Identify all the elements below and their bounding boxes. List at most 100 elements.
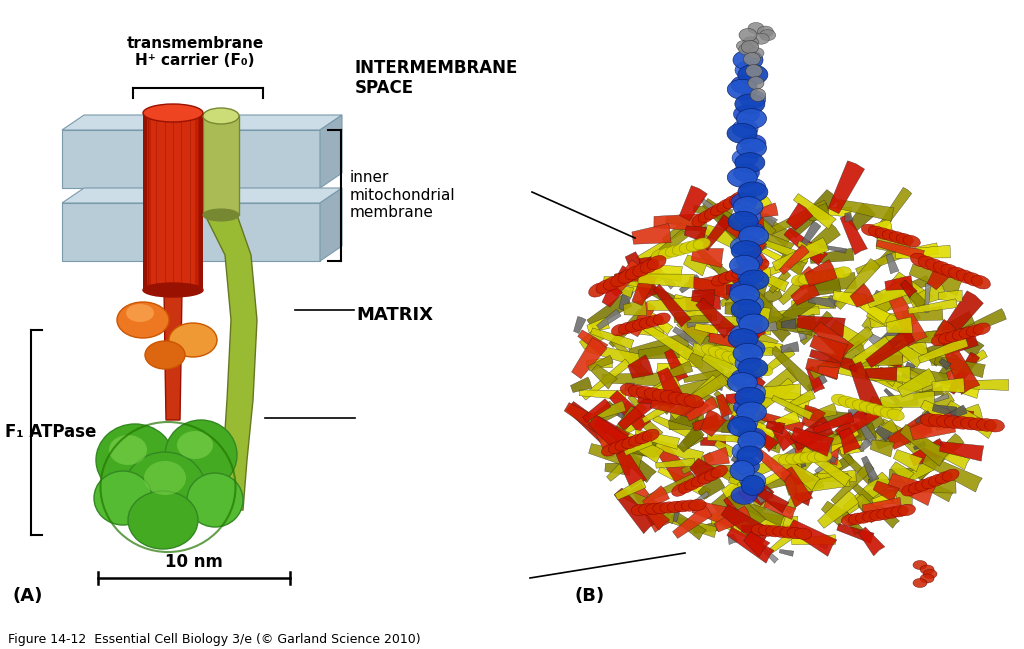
Ellipse shape — [736, 252, 763, 270]
Polygon shape — [205, 215, 257, 510]
Polygon shape — [752, 394, 765, 405]
Polygon shape — [837, 524, 874, 543]
Ellipse shape — [117, 302, 169, 338]
Polygon shape — [650, 398, 696, 419]
Polygon shape — [856, 367, 903, 393]
Polygon shape — [810, 335, 848, 363]
Ellipse shape — [215, 508, 234, 522]
Polygon shape — [611, 338, 649, 380]
Polygon shape — [923, 391, 954, 419]
Ellipse shape — [96, 424, 174, 496]
Ellipse shape — [685, 478, 701, 490]
Ellipse shape — [941, 264, 959, 278]
Polygon shape — [691, 343, 736, 369]
Polygon shape — [850, 284, 874, 307]
Polygon shape — [603, 439, 656, 458]
Polygon shape — [681, 452, 714, 474]
Polygon shape — [590, 400, 626, 421]
Polygon shape — [786, 203, 813, 230]
Ellipse shape — [731, 76, 757, 93]
Polygon shape — [849, 520, 859, 535]
Ellipse shape — [731, 193, 757, 211]
Polygon shape — [895, 245, 950, 258]
Polygon shape — [869, 309, 916, 328]
Polygon shape — [639, 281, 682, 310]
Ellipse shape — [618, 269, 637, 284]
Ellipse shape — [603, 276, 622, 290]
Polygon shape — [749, 321, 763, 335]
Polygon shape — [750, 190, 758, 205]
Polygon shape — [792, 417, 834, 450]
Ellipse shape — [638, 504, 656, 515]
Polygon shape — [828, 161, 864, 214]
Ellipse shape — [862, 511, 880, 522]
Polygon shape — [877, 354, 903, 368]
Polygon shape — [726, 283, 748, 297]
Ellipse shape — [731, 486, 757, 504]
Ellipse shape — [807, 451, 824, 463]
Polygon shape — [871, 419, 898, 441]
Polygon shape — [874, 341, 928, 362]
Polygon shape — [764, 367, 798, 395]
Ellipse shape — [814, 450, 831, 462]
Polygon shape — [802, 405, 825, 430]
Ellipse shape — [819, 269, 837, 281]
Text: inner
mitochondrial
membrane: inner mitochondrial membrane — [350, 170, 456, 220]
Text: MATRIX: MATRIX — [356, 306, 433, 324]
Polygon shape — [763, 214, 777, 227]
Polygon shape — [649, 377, 675, 395]
Polygon shape — [809, 349, 859, 373]
Polygon shape — [733, 259, 783, 292]
Ellipse shape — [739, 223, 765, 240]
Ellipse shape — [910, 253, 930, 267]
Ellipse shape — [848, 513, 866, 524]
Ellipse shape — [745, 262, 762, 274]
Polygon shape — [849, 361, 884, 415]
Polygon shape — [725, 371, 749, 393]
Polygon shape — [694, 274, 724, 296]
Polygon shape — [722, 271, 755, 289]
Polygon shape — [616, 449, 647, 489]
Polygon shape — [742, 347, 773, 356]
Ellipse shape — [667, 501, 685, 513]
Polygon shape — [684, 324, 716, 337]
Polygon shape — [606, 455, 634, 482]
Ellipse shape — [652, 502, 671, 514]
Ellipse shape — [741, 475, 765, 495]
Polygon shape — [943, 405, 967, 422]
Polygon shape — [784, 227, 827, 265]
Ellipse shape — [915, 479, 932, 491]
Polygon shape — [669, 415, 705, 430]
Text: 10 nm: 10 nm — [165, 553, 223, 571]
Polygon shape — [946, 400, 995, 439]
Ellipse shape — [621, 384, 640, 397]
Polygon shape — [800, 312, 834, 345]
Polygon shape — [611, 283, 634, 298]
Ellipse shape — [813, 271, 830, 282]
Polygon shape — [934, 393, 949, 402]
Polygon shape — [866, 367, 910, 382]
Ellipse shape — [926, 259, 945, 273]
Ellipse shape — [756, 363, 773, 376]
Ellipse shape — [873, 406, 890, 417]
Polygon shape — [772, 238, 828, 271]
Polygon shape — [757, 488, 773, 503]
Polygon shape — [813, 412, 854, 434]
Polygon shape — [782, 459, 820, 491]
Polygon shape — [731, 286, 782, 320]
Ellipse shape — [733, 398, 760, 416]
Ellipse shape — [740, 134, 766, 153]
Ellipse shape — [739, 339, 765, 358]
Polygon shape — [677, 317, 710, 346]
Polygon shape — [801, 447, 852, 487]
Polygon shape — [737, 474, 761, 491]
Polygon shape — [749, 475, 792, 493]
Ellipse shape — [718, 271, 735, 284]
Polygon shape — [902, 333, 942, 366]
Polygon shape — [916, 480, 956, 493]
Polygon shape — [810, 248, 854, 263]
Ellipse shape — [731, 241, 761, 261]
Polygon shape — [775, 411, 800, 428]
Polygon shape — [843, 422, 877, 444]
Polygon shape — [62, 130, 319, 188]
